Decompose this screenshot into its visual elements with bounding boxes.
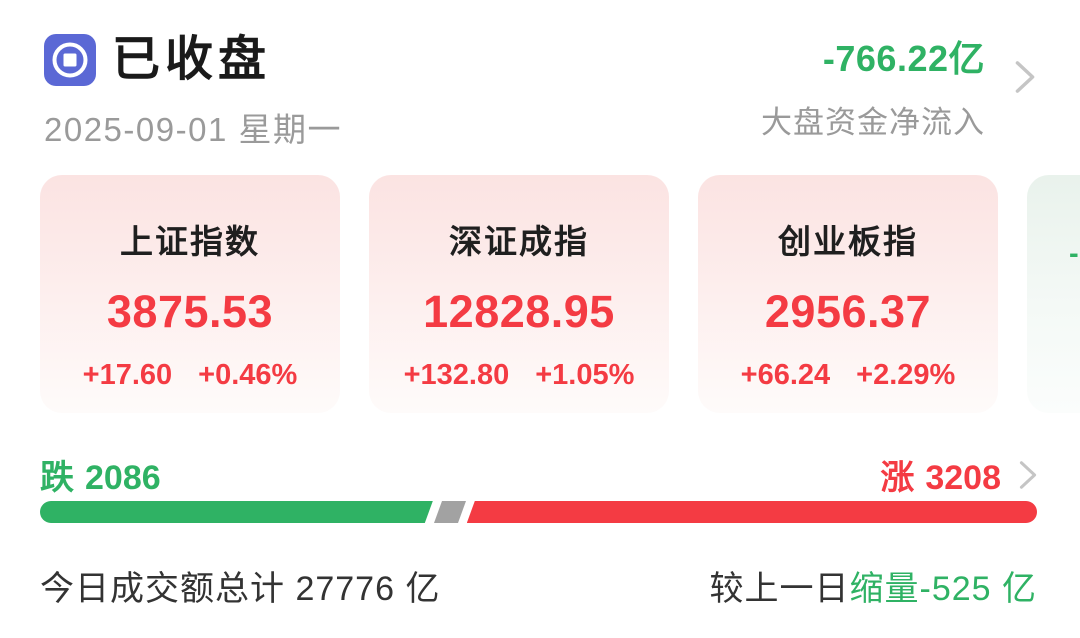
turnover-compare-label: 较上一日 [709, 570, 850, 608]
turnover-today: 今日成交额总计 27776 亿 [40, 570, 441, 608]
chevron-right-icon[interactable] [1012, 58, 1038, 96]
index-card-shenzhen[interactable]: 深证成指 12828.95 +132.80 +1.05% [369, 175, 669, 413]
index-change-pct: +2.29% [856, 359, 956, 391]
index-change: +66.24 [740, 359, 831, 391]
breadth-bar-decline [40, 501, 433, 523]
index-change-pct: +1.05% [535, 359, 635, 391]
index-change-row: - [1027, 238, 1080, 271]
advance-count: 3208 [925, 459, 1001, 497]
advance-decline-bar [40, 501, 1037, 523]
index-card-partial[interactable]: - [1027, 175, 1080, 413]
turnover-footer: 今日成交额总计 27776 亿 较上一日缩量-525 亿 [40, 561, 1037, 610]
breadth-bar-advance [466, 501, 1037, 523]
turnover-compare: 较上一日缩量-525 亿 [710, 561, 1038, 610]
trade-date: 2025-09-01 星期一 [44, 111, 342, 148]
index-cards-row: 上证指数 3875.53 +17.60 +0.46% 深证成指 12828.95… [40, 175, 1080, 413]
index-name: 上证指数 [120, 223, 260, 260]
index-value: 3875.53 [106, 286, 274, 337]
net-inflow-value: -766.22亿 [822, 38, 985, 79]
index-change-row: +66.24 +2.29% [698, 359, 998, 392]
index-change: - [1069, 238, 1079, 270]
coin-badge-icon [44, 34, 96, 86]
index-change-row: +132.80 +1.05% [369, 359, 669, 392]
header: 已收盘 2025-09-01 星期一 [44, 34, 342, 151]
index-value: 2956.37 [764, 286, 932, 337]
net-inflow-label: 大盘资金净流入 [761, 105, 985, 140]
index-name [1027, 175, 1080, 215]
index-name: 深证成指 [449, 223, 589, 260]
index-change-row: +17.60 +0.46% [40, 359, 340, 392]
market-breadth-row: 跌 2086 涨 3208 [40, 450, 1040, 499]
chevron-right-icon[interactable] [1016, 459, 1040, 491]
advance-label: 涨 [880, 459, 915, 497]
decline-count: 2086 [85, 459, 161, 497]
turnover-compare-value: 缩量-525 亿 [849, 570, 1037, 608]
index-change: +17.60 [82, 359, 173, 391]
advance-count-group[interactable]: 涨 3208 [880, 450, 1040, 499]
index-value: 12828.95 [423, 286, 615, 337]
index-change: +132.80 [403, 359, 510, 391]
net-inflow-summary[interactable]: -766.22亿 大盘资金净流入 [761, 30, 985, 142]
index-card-shanghai[interactable]: 上证指数 3875.53 +17.60 +0.46% [40, 175, 340, 413]
index-change-pct: +0.46% [198, 359, 298, 391]
decline-label: 跌 [40, 459, 74, 497]
index-name: 创业板指 [778, 223, 918, 260]
market-status-title: 已收盘 [112, 33, 272, 86]
decline-count-group: 跌 2086 [40, 450, 161, 499]
index-card-chinext[interactable]: 创业板指 2956.37 +66.24 +2.29% [698, 175, 998, 413]
breadth-bar-flat [433, 501, 466, 523]
